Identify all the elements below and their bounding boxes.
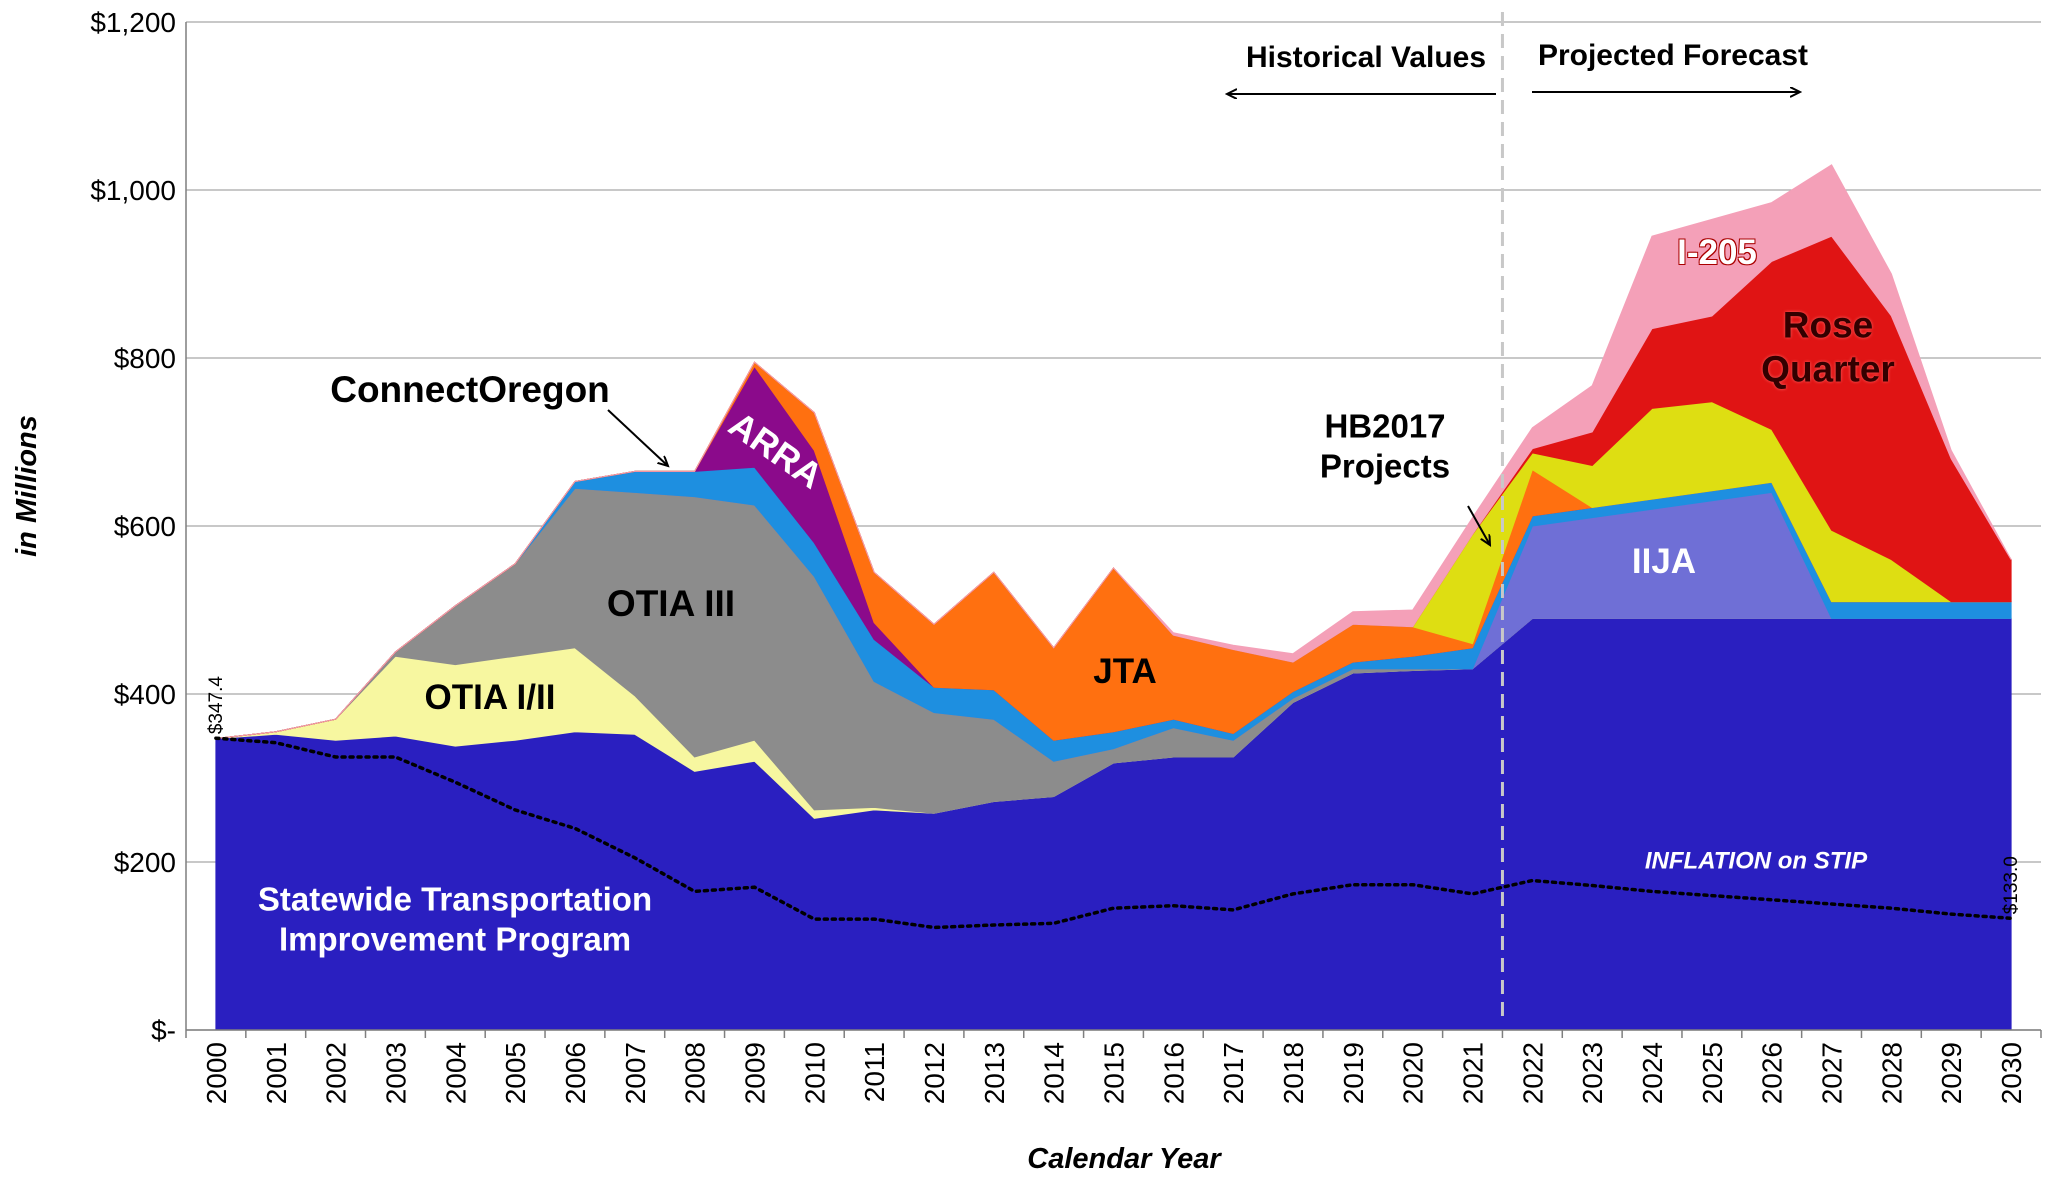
x-tick-label: 2003 — [380, 1042, 411, 1104]
y-tick-label: $800 — [114, 343, 176, 374]
y-tick-label: $1,200 — [90, 7, 176, 38]
y-axis-title: in Millions — [11, 415, 43, 557]
x-tick-label: 2029 — [1936, 1042, 1967, 1104]
x-tick-label: 2018 — [1278, 1042, 1309, 1104]
x-tick-label: 2022 — [1517, 1042, 1548, 1104]
x-tick-label: 2012 — [919, 1042, 950, 1104]
x-tick-label: 2026 — [1757, 1042, 1788, 1104]
series-label: HB2017 Projects — [1319, 407, 1451, 484]
series-label: IIJA — [1631, 542, 1697, 581]
x-tick-label: 2006 — [560, 1042, 591, 1104]
x-tick-label: 2000 — [201, 1042, 232, 1104]
y-tick-label: $- — [151, 1015, 176, 1046]
areas — [215, 164, 2012, 1031]
x-tick-label: 2030 — [1996, 1042, 2027, 1104]
series-label: I-205 — [1677, 233, 1757, 272]
annotation: Historical Values — [1246, 41, 1486, 74]
x-tick-label: 2021 — [1458, 1042, 1489, 1104]
y-tick-label: $600 — [114, 511, 176, 542]
series-label: JTA — [1093, 652, 1157, 691]
x-tick-label: 2014 — [1039, 1042, 1070, 1104]
x-tick-label: 2004 — [440, 1042, 471, 1104]
x-tick-label: 2016 — [1158, 1042, 1189, 1104]
y-tick-label: $400 — [114, 679, 176, 710]
x-tick-label: 2017 — [1218, 1042, 1249, 1104]
x-tick-label: 2002 — [321, 1042, 352, 1104]
x-tick-label: 2025 — [1697, 1042, 1728, 1104]
series-label: Statewide Transportation Improvement Pro… — [257, 880, 653, 957]
arrow — [607, 409, 668, 466]
series-label: ConnectOregon — [330, 368, 610, 410]
x-tick-label: 2007 — [620, 1042, 651, 1104]
y-tick-label: $1,000 — [90, 175, 176, 206]
x-tick-label: 2010 — [799, 1042, 830, 1104]
x-tick-label: 2020 — [1398, 1042, 1429, 1104]
x-tick-label: 2001 — [261, 1042, 292, 1104]
x-tick-label: 2009 — [739, 1042, 770, 1104]
area — [215, 164, 2012, 739]
annotation: Projected Forecast — [1538, 39, 1808, 72]
x-tick-label: 2023 — [1577, 1042, 1608, 1104]
x-tick-label: 2015 — [1099, 1042, 1130, 1104]
y-tick-label: $200 — [114, 847, 176, 878]
data-label: $347.4 — [206, 676, 227, 735]
data-label: $133.0 — [2001, 856, 2022, 914]
x-tick-label: 2005 — [500, 1042, 531, 1104]
x-tick-label: 2011 — [859, 1042, 890, 1102]
x-tick-label: 2013 — [979, 1042, 1010, 1104]
x-tick-label: 2027 — [1817, 1042, 1848, 1104]
x-tick-label: 2024 — [1637, 1042, 1668, 1104]
series-label: OTIA I/II — [424, 678, 556, 717]
arrow — [1467, 505, 1490, 545]
line — [214, 736, 2013, 930]
series-label: Rose Quarter — [1761, 304, 1895, 390]
x-axis-title: Calendar Year — [1027, 1143, 1222, 1175]
x-tick-label: 2019 — [1338, 1042, 1369, 1104]
x-tick-label: 2028 — [1876, 1042, 1907, 1104]
x-tick-label: 2008 — [680, 1042, 711, 1104]
series-label: OTIA III — [606, 582, 736, 624]
series-label: INFLATION on STIP — [1644, 847, 1868, 875]
